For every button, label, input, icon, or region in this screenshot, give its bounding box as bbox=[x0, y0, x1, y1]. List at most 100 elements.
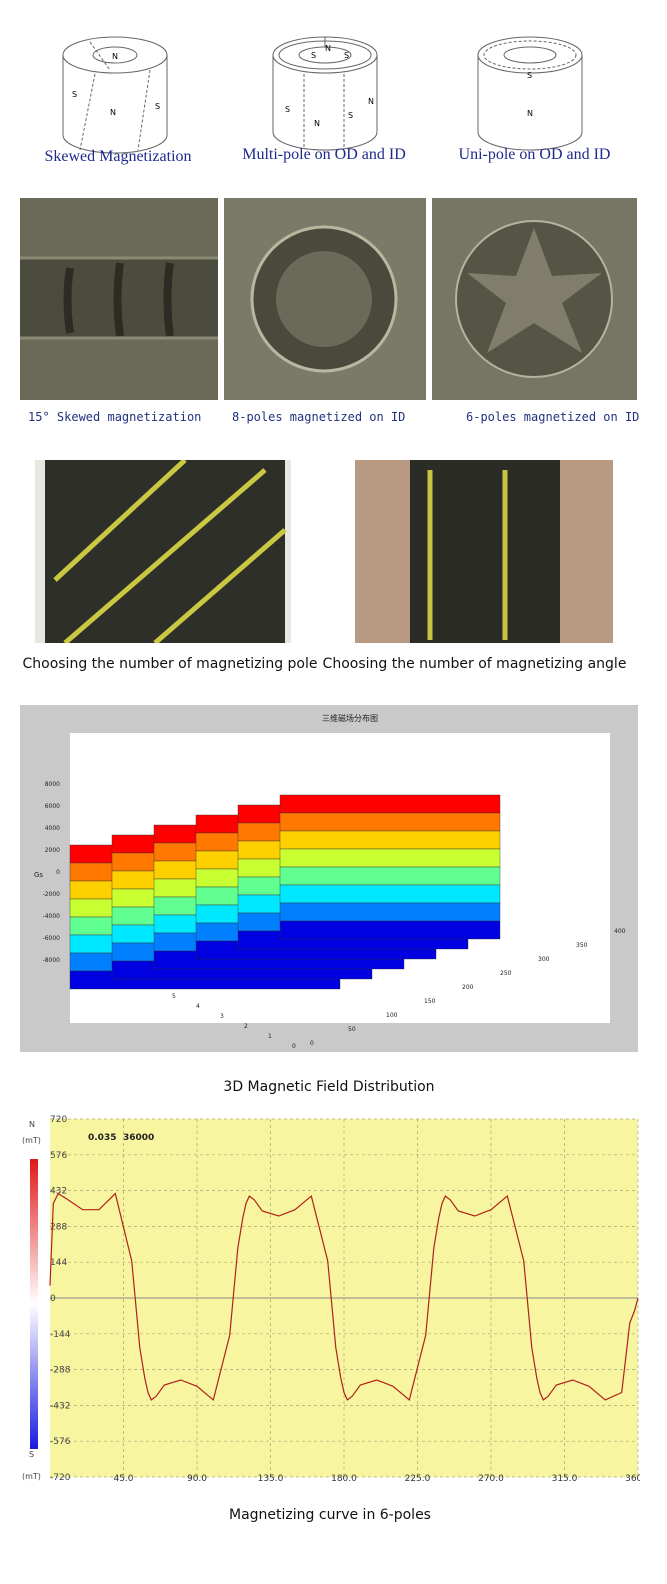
field-band bbox=[279, 848, 501, 868]
unit-label-bottom: (mT) bbox=[22, 1472, 41, 1481]
curve-y-ticks: 720 576 432 288 144 0 -144 -288 -432 -576 -720 bbox=[50, 1115, 71, 1483]
curve-y-tick-label: -288 bbox=[50, 1366, 71, 1376]
field-3d-plot: 三维磁场分布图 Gs 8000 6000 4000 2000 0 -2000 -4000 -6… bbox=[20, 705, 638, 1052]
curve-y-tick-label: 144 bbox=[50, 1258, 67, 1268]
z-tick-label: 2000 bbox=[45, 847, 60, 854]
pole-label: N bbox=[314, 119, 320, 128]
field-band bbox=[279, 884, 501, 904]
x-tick-label: 150 bbox=[424, 998, 436, 1005]
y-tick-label: 1 bbox=[268, 1033, 272, 1040]
field-3d-z-label: Gs bbox=[34, 871, 43, 879]
pole-label: S bbox=[348, 111, 353, 120]
curve-y-tick-label: 720 bbox=[50, 1115, 67, 1125]
field-surfaces bbox=[69, 794, 501, 990]
pole-label: S bbox=[527, 71, 532, 80]
pole-label: N bbox=[368, 97, 374, 106]
field-band bbox=[279, 812, 501, 832]
skewed-cylinder-drawing: N S N S bbox=[62, 36, 168, 154]
curve-y-tick-label: 288 bbox=[50, 1222, 67, 1232]
pole-label: N bbox=[325, 44, 331, 53]
photo-caption-8-poles: 8-poles magnetized on ID bbox=[232, 410, 406, 424]
photo-magnetizing-angle bbox=[355, 460, 613, 643]
x-tick-label: 400 bbox=[614, 928, 626, 935]
readout-angle: 36000 bbox=[123, 1133, 154, 1143]
south-unit-label: S bbox=[29, 1450, 34, 1459]
x-axis-ticks: 0 50 100 150 200 250 300 350 400 bbox=[310, 928, 626, 1047]
curve-x-tick-label: 360.0 bbox=[625, 1474, 640, 1484]
field-band bbox=[279, 866, 501, 886]
z-tick-label: 8000 bbox=[45, 781, 60, 788]
y-tick-label: 5 bbox=[172, 993, 176, 1000]
unit-label-top: (mT) bbox=[22, 1136, 41, 1145]
z-tick-label: 4000 bbox=[45, 825, 60, 832]
curve-y-tick-label: 576 bbox=[50, 1151, 67, 1161]
curve-x-ticks: 45.0 90.0 135.0 180.0 225.0 270.0 315.0 360.0 bbox=[113, 1474, 651, 1484]
z-tick-label: -6000 bbox=[43, 935, 61, 942]
curve-x-tick-label: 270.0 bbox=[478, 1474, 504, 1484]
curve-x-tick-label: 180.0 bbox=[331, 1474, 357, 1484]
vertical-stripes-cylinder-image bbox=[410, 460, 560, 643]
field-band bbox=[279, 920, 501, 940]
photo-magnetizing-pole bbox=[35, 460, 291, 643]
curve-y-tick-label: 0 bbox=[50, 1294, 56, 1304]
multipole-cylinder-drawing: N S S S N S N bbox=[272, 36, 378, 151]
curve-y-tick-label: -432 bbox=[50, 1401, 70, 1411]
pole-label: S bbox=[285, 105, 290, 114]
diagram-panel-unipole: S N Uni-pole on OD and ID bbox=[432, 22, 637, 192]
pole-label: S bbox=[155, 102, 160, 111]
field-band bbox=[279, 830, 501, 850]
caption-3d-field: 3D Magnetic Field Distribution bbox=[223, 1079, 435, 1095]
z-tick-label: -2000 bbox=[43, 891, 61, 898]
x-tick-label: 200 bbox=[462, 984, 474, 991]
curve-x-tick-label: 225.0 bbox=[405, 1474, 431, 1484]
photo-caption-6-poles: 6-poles magnetized on ID bbox=[466, 410, 640, 424]
pole-color-scale bbox=[30, 1159, 38, 1449]
skewed-stripes-image bbox=[20, 198, 218, 400]
caption-magnetizing-angle: Choosing the number of magnetizing angle bbox=[322, 656, 627, 672]
pole-label: N bbox=[527, 109, 533, 118]
diagram-panel-skewed: N S N S Skewed Magnetization bbox=[20, 22, 216, 192]
curve-x-tick-label: 315.0 bbox=[552, 1474, 578, 1484]
north-unit-label: N bbox=[29, 1120, 35, 1129]
curve-y-tick-label: 432 bbox=[50, 1187, 67, 1197]
field-3d-svg: 三维磁场分布图 Gs 80006000400020000-2000-4000-6… bbox=[34, 713, 626, 1050]
pole-label: S bbox=[311, 51, 316, 60]
y-tick-label: 2 bbox=[244, 1023, 248, 1030]
y-tick-label: 3 bbox=[220, 1013, 224, 1020]
field-3d-title: 三维磁场分布图 bbox=[322, 713, 378, 723]
curve-svg: N (mT) S (mT) 0.035 36000 720 576 432 288 14… bbox=[22, 1115, 651, 1484]
y-tick-label: 4 bbox=[196, 1003, 200, 1010]
curve-grid bbox=[50, 1118, 639, 1478]
z-tick-label: 0 bbox=[56, 869, 60, 876]
eight-pole-pattern-image bbox=[224, 198, 426, 400]
x-tick-label: 100 bbox=[386, 1012, 398, 1019]
magnetizing-curve-chart: N (mT) S (mT) 0.035 36000 720 576 432 288 14… bbox=[20, 1115, 651, 1485]
photo-caption-skewed: 15° Skewed magnetization bbox=[28, 410, 202, 424]
readout-value: 0.035 bbox=[88, 1133, 116, 1143]
diagram-caption-multipole: Multi-pole on OD and ID bbox=[242, 146, 406, 163]
pole-label: S bbox=[72, 90, 77, 99]
z-axis-ticks: 8000 6000 4000 2000 0 -2000 -4000 -6000 -8000 bbox=[43, 781, 61, 964]
x-tick-label: 300 bbox=[538, 956, 550, 963]
unipole-cylinder-drawing: S N bbox=[477, 36, 583, 151]
six-pole-pattern-image bbox=[432, 198, 637, 400]
curve-y-tick-label: -576 bbox=[50, 1437, 71, 1447]
z-tick-label: -8000 bbox=[43, 957, 61, 964]
x-tick-label: 0 bbox=[310, 1040, 314, 1047]
photo-8-poles bbox=[224, 198, 426, 400]
diagram-panel-multipole: N S S S N S N Multi-pole on OD and ID bbox=[224, 22, 424, 192]
curve-x-tick-label: 135.0 bbox=[258, 1474, 284, 1484]
field-band bbox=[279, 902, 501, 922]
x-tick-label: 350 bbox=[576, 942, 588, 949]
field-band bbox=[279, 794, 501, 814]
magnetizing-curve-line bbox=[49, 1192, 639, 1401]
pole-label: S bbox=[344, 51, 349, 60]
pole-label: N bbox=[110, 108, 116, 117]
pole-label: N bbox=[112, 52, 118, 61]
photo-6-poles bbox=[432, 198, 637, 400]
z-tick-label: -4000 bbox=[43, 913, 61, 920]
y-tick-label: 0 bbox=[292, 1043, 296, 1050]
curve-y-tick-label: -144 bbox=[50, 1330, 71, 1340]
curve-x-tick-label: 45.0 bbox=[113, 1474, 133, 1484]
caption-magnetizing-curve: Magnetizing curve in 6-poles bbox=[229, 1507, 431, 1523]
